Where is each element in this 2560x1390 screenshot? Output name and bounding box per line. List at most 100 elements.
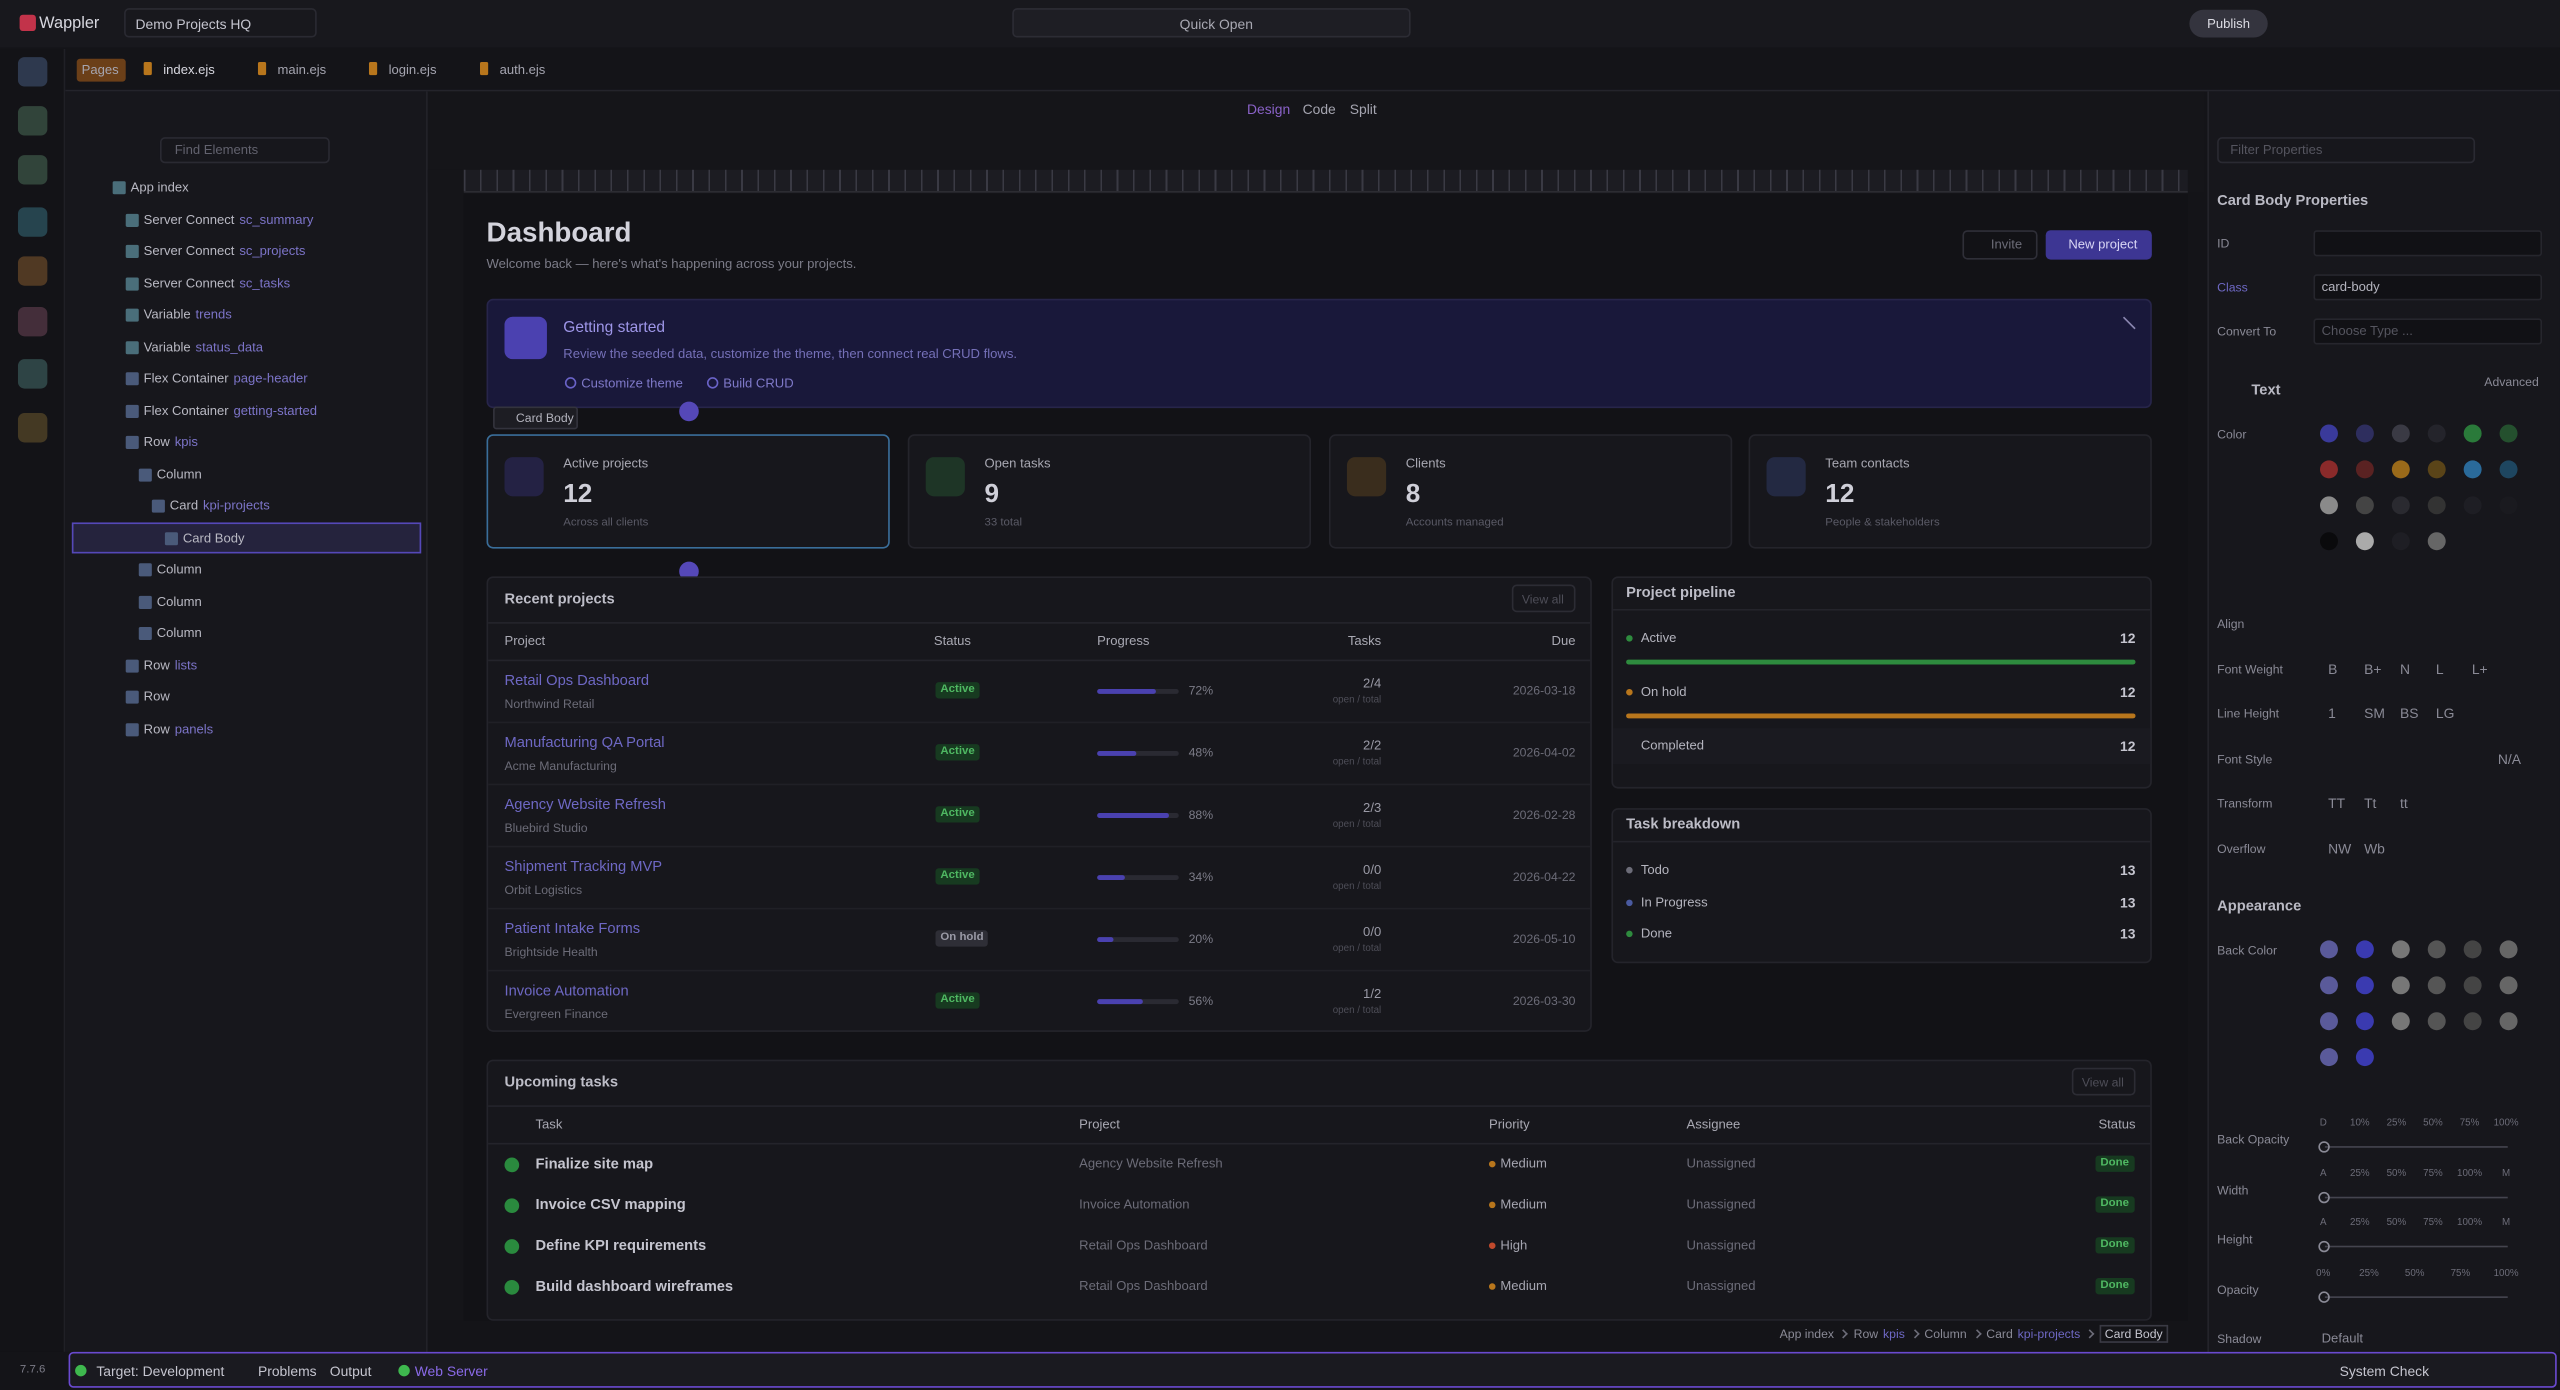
option-button[interactable]: N <box>2400 661 2410 678</box>
breadcrumb-item[interactable]: Card <box>1986 1327 2013 1342</box>
color-swatch[interactable] <box>2356 1048 2374 1066</box>
option-button[interactable]: L <box>2436 661 2444 678</box>
option-button[interactable]: Wb <box>2364 841 2385 858</box>
tree-node[interactable]: Row <box>144 657 170 673</box>
tree-node[interactable]: Column <box>157 626 202 642</box>
tab[interactable]: main.ejs <box>278 62 327 78</box>
tree-node[interactable]: Server Connect <box>144 244 235 260</box>
tab[interactable]: login.ejs <box>389 62 437 78</box>
color-swatch[interactable] <box>2464 496 2482 514</box>
rail-icon[interactable] <box>18 256 47 285</box>
color-swatch[interactable] <box>2464 1012 2482 1030</box>
color-swatch[interactable] <box>2392 976 2410 994</box>
color-swatch[interactable] <box>2392 496 2410 514</box>
status-item[interactable]: System Check <box>2340 1363 2429 1380</box>
tree-node[interactable]: Flex Container <box>144 403 229 419</box>
option-button[interactable]: NW <box>2328 841 2351 858</box>
option-button[interactable]: tt <box>2400 795 2408 812</box>
field-input[interactable] <box>2313 230 2542 256</box>
color-swatch[interactable] <box>2392 460 2410 478</box>
breadcrumb-item[interactable]: Column <box>1924 1327 1966 1342</box>
color-swatch[interactable] <box>2320 424 2338 442</box>
option-button[interactable]: SM <box>2364 705 2385 722</box>
option-button[interactable]: TT <box>2328 795 2345 812</box>
option-button[interactable]: B+ <box>2364 661 2381 678</box>
project-link[interactable]: Patient Intake Forms <box>504 920 640 938</box>
tree-node[interactable]: Flex Container <box>144 371 229 387</box>
color-swatch[interactable] <box>2320 1048 2338 1066</box>
color-swatch[interactable] <box>2320 532 2338 550</box>
tree-node[interactable]: Server Connect <box>144 212 235 228</box>
breadcrumb-item[interactable]: App index <box>1780 1327 1834 1342</box>
tree-node[interactable]: Row <box>144 689 170 705</box>
color-swatch[interactable] <box>2428 976 2446 994</box>
color-swatch[interactable] <box>2356 460 2374 478</box>
tree-node-id[interactable]: kpi-projects <box>203 498 270 514</box>
invite-label[interactable]: Invite <box>1991 237 2022 253</box>
color-swatch[interactable] <box>2428 496 2446 514</box>
tree-node[interactable]: Column <box>157 562 202 578</box>
color-swatch[interactable] <box>2464 976 2482 994</box>
tab[interactable]: Pages <box>82 62 119 78</box>
tree-node-id[interactable]: lists <box>175 657 197 673</box>
color-swatch[interactable] <box>2356 424 2374 442</box>
color-swatch[interactable] <box>2392 532 2410 550</box>
tree-node[interactable]: Row <box>144 435 170 451</box>
slider-thumb[interactable] <box>2318 1241 2329 1252</box>
tree-node-id[interactable]: status_data <box>196 339 264 355</box>
color-swatch[interactable] <box>2356 940 2374 958</box>
rail-icon[interactable] <box>18 155 47 184</box>
tree-node-id[interactable]: page-header <box>234 371 308 387</box>
tab[interactable]: auth.ejs <box>500 62 546 78</box>
breadcrumb-item[interactable]: Card Body <box>2100 1325 2168 1343</box>
color-swatch[interactable] <box>2428 460 2446 478</box>
color-swatch[interactable] <box>2428 424 2446 442</box>
color-swatch[interactable] <box>2464 424 2482 442</box>
option-button[interactable]: 1 <box>2328 705 2336 722</box>
view-all[interactable]: View all <box>1522 592 1564 607</box>
tree-node-id[interactable]: getting-started <box>234 403 317 419</box>
tree-node-id[interactable]: panels <box>175 721 213 737</box>
view-mode[interactable]: Code <box>1303 101 1336 118</box>
color-swatch[interactable] <box>2356 532 2374 550</box>
slider-thumb[interactable] <box>2318 1141 2329 1152</box>
color-swatch[interactable] <box>2464 460 2482 478</box>
color-swatch[interactable] <box>2356 976 2374 994</box>
color-swatch[interactable] <box>2464 940 2482 958</box>
new-project-label[interactable]: New project <box>2068 237 2137 253</box>
tree-node-id[interactable]: kpis <box>175 435 198 451</box>
color-swatch[interactable] <box>2500 940 2518 958</box>
field-value[interactable]: Default <box>2322 1331 2363 1347</box>
tree-node[interactable]: App index <box>131 180 189 196</box>
field-value[interactable]: card-body <box>2322 280 2380 296</box>
status-item[interactable]: Web Server <box>415 1363 488 1380</box>
option-button[interactable]: Tt <box>2364 795 2376 812</box>
rail-icon[interactable] <box>18 207 47 236</box>
color-swatch[interactable] <box>2500 460 2518 478</box>
rail-icon[interactable] <box>18 307 47 336</box>
option-button[interactable]: L+ <box>2472 661 2488 678</box>
color-swatch[interactable] <box>2500 496 2518 514</box>
view-mode[interactable]: Design <box>1247 101 1290 118</box>
project-link[interactable]: Agency Website Refresh <box>504 796 665 814</box>
option-button[interactable]: LG <box>2436 705 2455 722</box>
color-swatch[interactable] <box>2500 976 2518 994</box>
breadcrumb-id[interactable]: kpis <box>1883 1327 1905 1342</box>
tree-node[interactable]: Card <box>170 498 198 514</box>
color-swatch[interactable] <box>2356 496 2374 514</box>
status-item[interactable]: Output <box>330 1363 372 1380</box>
status-item[interactable]: Target: Development <box>96 1363 224 1380</box>
color-swatch[interactable] <box>2320 976 2338 994</box>
color-swatch[interactable] <box>2320 460 2338 478</box>
tree-node[interactable]: Row <box>144 721 170 737</box>
color-swatch[interactable] <box>2428 1012 2446 1030</box>
tree-node-id[interactable]: sc_tasks <box>239 275 290 291</box>
project-link[interactable]: Manufacturing QA Portal <box>504 734 664 752</box>
breadcrumb-item[interactable]: Row <box>1854 1327 1879 1342</box>
project-link[interactable]: Shipment Tracking MVP <box>504 858 662 876</box>
option-button[interactable]: BS <box>2400 705 2419 722</box>
color-swatch[interactable] <box>2392 1012 2410 1030</box>
view-mode[interactable]: Split <box>1350 101 1377 118</box>
field-placeholder[interactable]: Choose Type ... <box>2322 324 2413 340</box>
color-swatch[interactable] <box>2356 1012 2374 1030</box>
